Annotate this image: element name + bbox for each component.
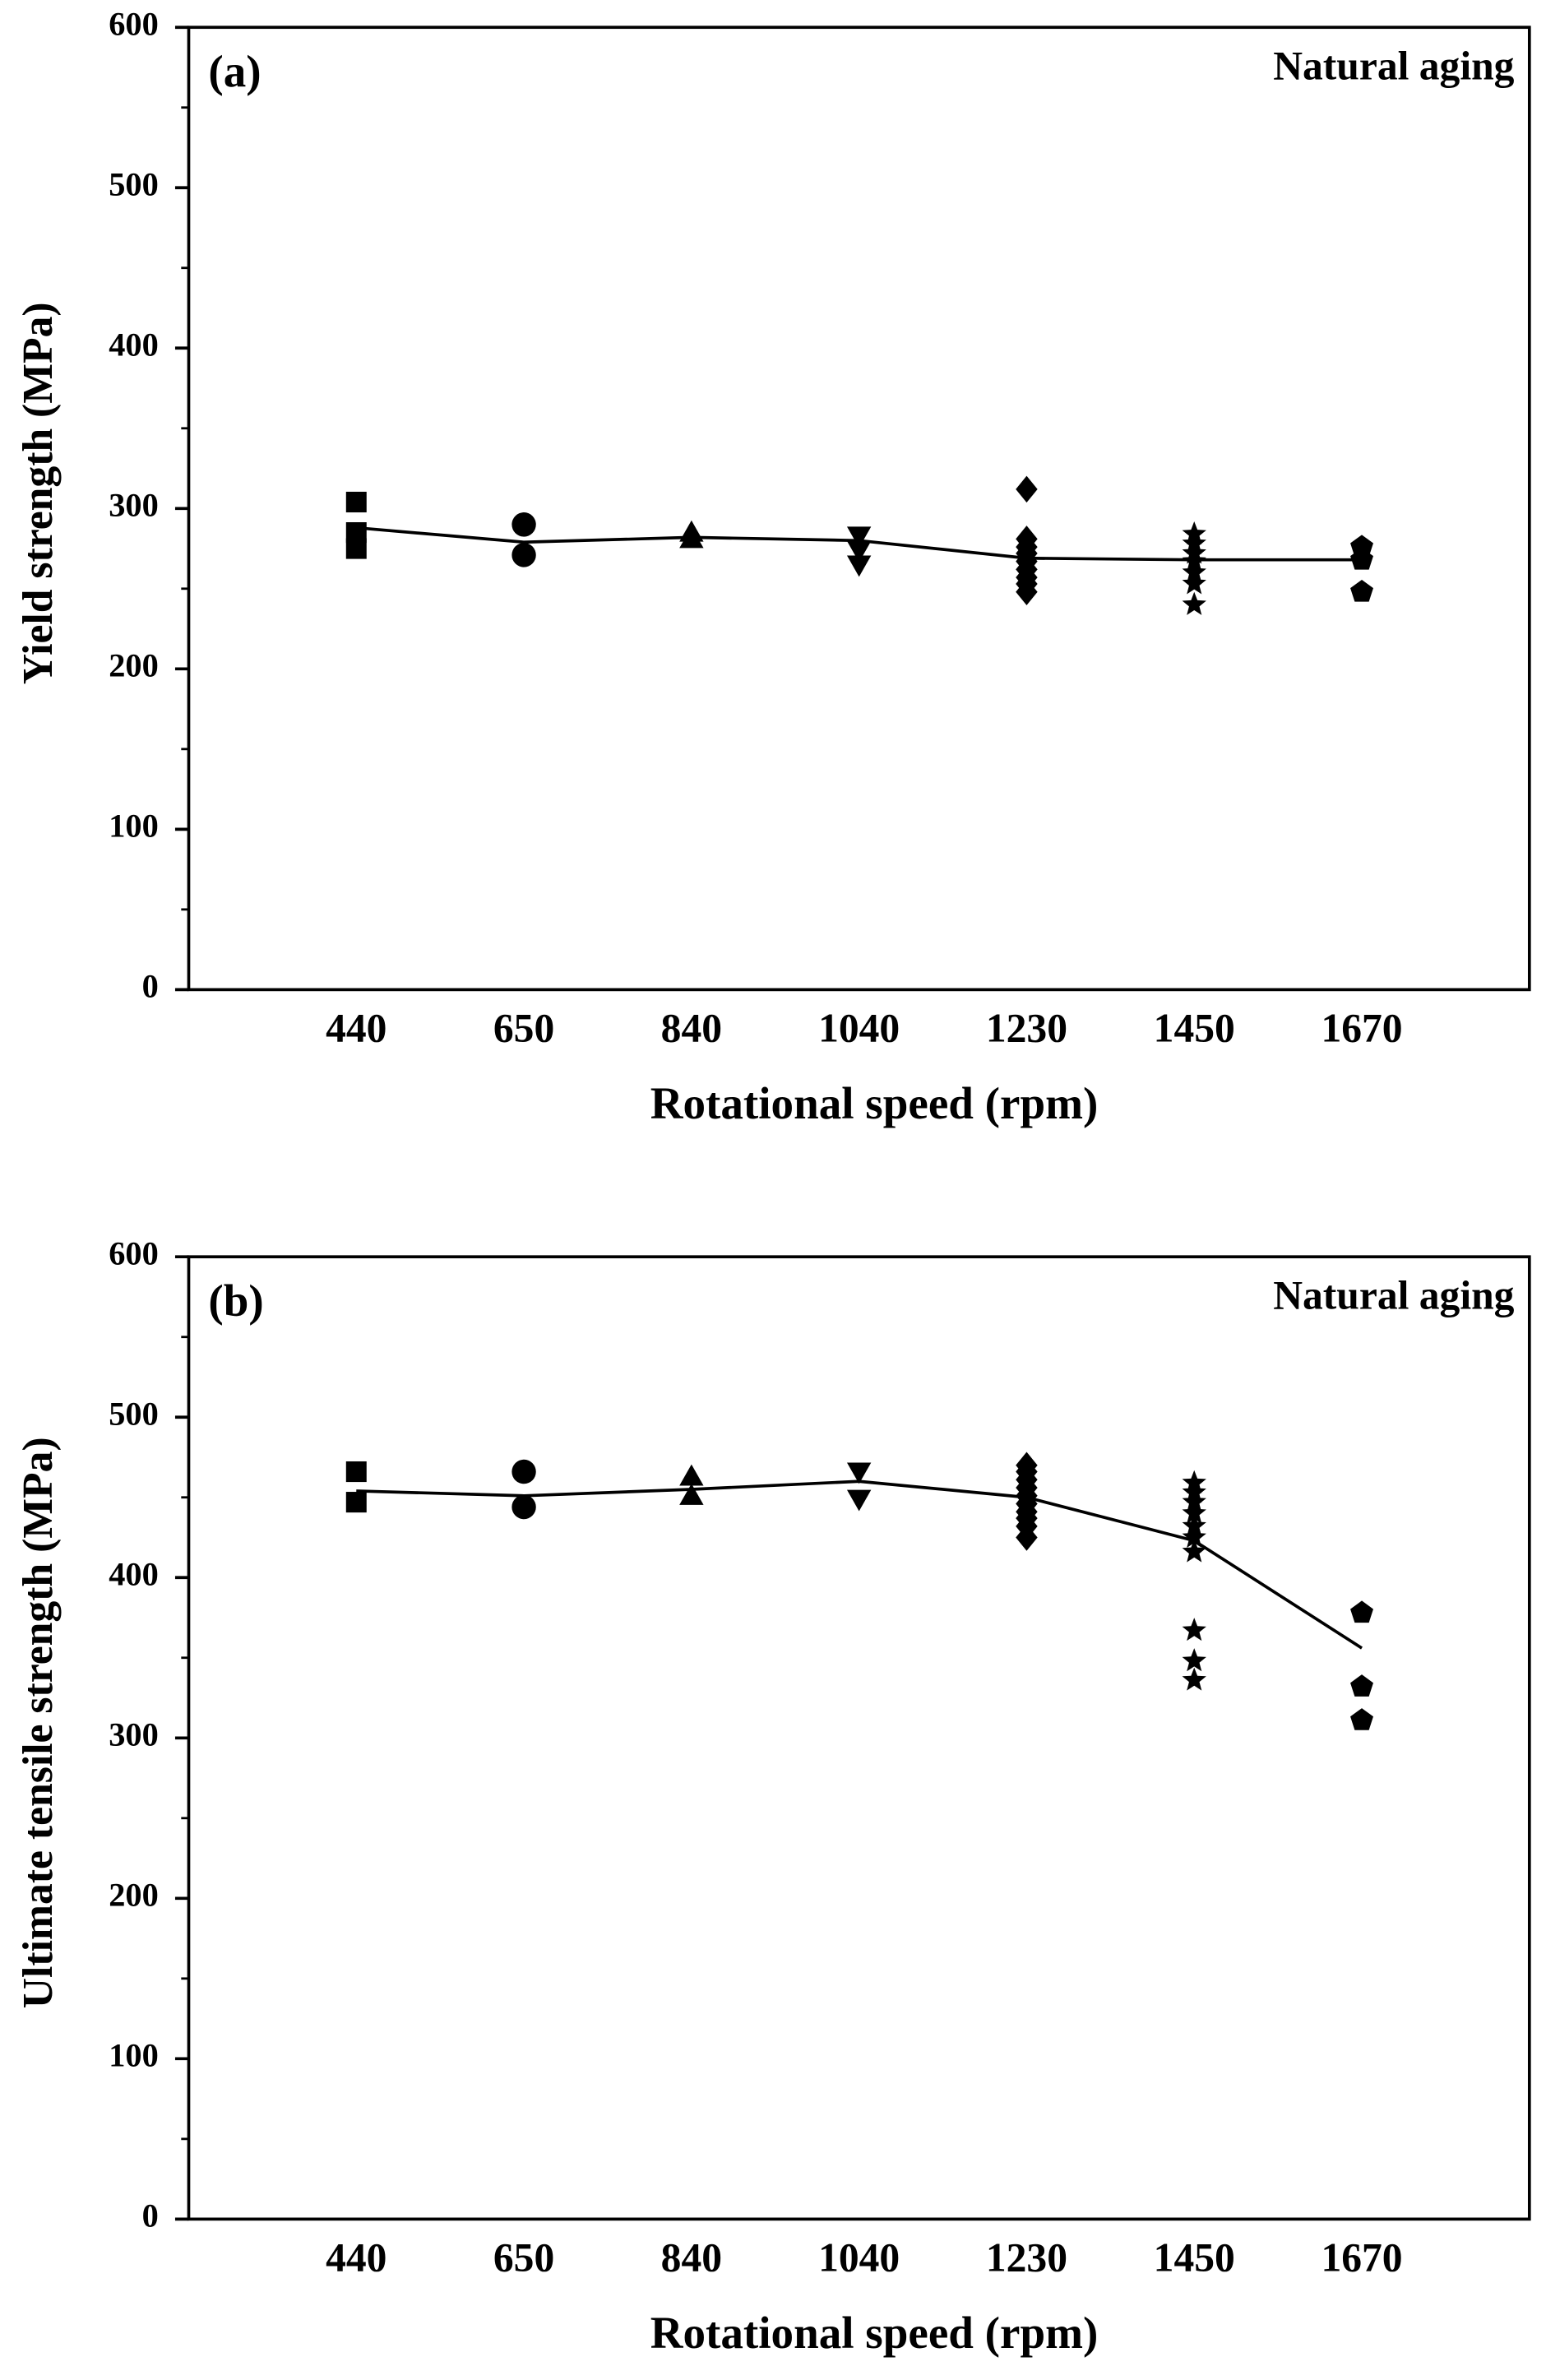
y-tick-label: 300	[109, 487, 159, 524]
data-point	[1016, 578, 1038, 605]
y-tick-label: 600	[109, 5, 159, 42]
y-tick-label: 600	[109, 1234, 159, 1271]
y-tick-label: 0	[142, 2197, 159, 2234]
data-point	[1182, 1524, 1206, 1549]
data-point	[846, 540, 872, 563]
data-point	[1350, 579, 1373, 602]
y-axis-title: Ultimate tensile strength (MPa)	[15, 1437, 62, 2008]
data-point	[1350, 1674, 1373, 1697]
data-point	[846, 1489, 872, 1512]
data-point	[1182, 1500, 1206, 1524]
x-tick-label: 650	[493, 1005, 554, 1050]
data-point	[345, 1492, 367, 1513]
y-tick-label: 500	[109, 1395, 159, 1432]
x-tick-label: 1040	[818, 2234, 900, 2280]
plot-frame	[187, 25, 1531, 992]
annotation: Natural aging	[1273, 1272, 1514, 1317]
data-point	[1182, 1539, 1206, 1563]
annotation: Natural aging	[1273, 43, 1514, 88]
x-tick-label: 1670	[1321, 1005, 1402, 1050]
data-point	[679, 1484, 704, 1505]
data-point	[679, 1464, 704, 1486]
data-point	[846, 1462, 872, 1484]
x-axis-title: Rotational speed (rpm)	[650, 2308, 1099, 2358]
x-tick-label: 440	[326, 2234, 386, 2280]
x-tick-label: 1670	[1321, 2234, 1402, 2280]
y-tick-label: 400	[109, 1555, 159, 1592]
data-point	[1350, 535, 1373, 558]
x-tick-label: 1040	[818, 1005, 900, 1050]
y-tick-label: 500	[109, 165, 159, 202]
y-tick-label: 200	[109, 647, 159, 684]
data-point	[1182, 1618, 1206, 1641]
data-point	[1350, 1600, 1373, 1623]
data-point	[511, 1459, 536, 1484]
data-point	[1182, 1667, 1206, 1691]
x-tick-label: 650	[493, 2234, 554, 2280]
y-tick-label: 100	[109, 2037, 159, 2074]
panel-label: (b)	[208, 1276, 263, 1326]
y-tick-label: 400	[109, 326, 159, 363]
data-point	[846, 526, 872, 549]
data-point	[345, 538, 367, 559]
x-tick-label: 840	[661, 1005, 722, 1050]
y-axis-title: Yield strength (MPa)	[15, 302, 62, 684]
x-tick-label: 1230	[986, 2234, 1067, 2280]
x-tick-label: 440	[326, 1005, 386, 1050]
y-tick-label: 0	[142, 968, 159, 1005]
data-point	[679, 526, 704, 549]
x-tick-label: 1450	[1154, 2234, 1235, 2280]
x-axis-title: Rotational speed (rpm)	[650, 1078, 1099, 1128]
data-point	[1016, 475, 1038, 503]
data-point	[345, 1461, 367, 1483]
panel-label: (a)	[208, 46, 261, 96]
x-tick-label: 1450	[1154, 1005, 1235, 1050]
data-point	[511, 543, 536, 567]
plot-frame	[187, 1255, 1531, 2221]
data-point	[1182, 1648, 1206, 1672]
data-point	[511, 1494, 536, 1520]
data-point	[1016, 1524, 1038, 1551]
x-tick-label: 1230	[986, 1005, 1067, 1050]
x-tick-label: 840	[661, 2234, 722, 2280]
data-point	[846, 555, 872, 577]
y-tick-label: 300	[109, 1716, 159, 1753]
data-point	[1350, 1708, 1373, 1730]
y-tick-label: 100	[109, 808, 159, 845]
data-point	[511, 512, 536, 537]
data-point	[1350, 547, 1373, 570]
y-tick-label: 200	[109, 1877, 159, 1914]
data-point	[1182, 591, 1206, 615]
data-point	[345, 491, 367, 513]
data-point	[1182, 571, 1206, 595]
